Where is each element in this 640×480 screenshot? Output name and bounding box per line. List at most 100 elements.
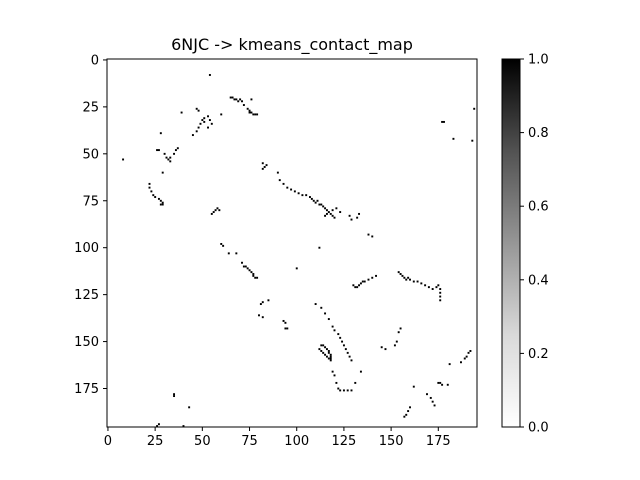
contact-cell	[409, 406, 411, 409]
contact-cell	[248, 111, 251, 114]
contact-cell	[356, 216, 359, 219]
contact-cell	[324, 312, 327, 315]
contact-cell	[397, 331, 400, 334]
contact-cell	[180, 111, 183, 114]
contact-cell	[241, 261, 243, 264]
colorbar-tick-label: 0.8	[528, 126, 549, 141]
contact-cell	[286, 327, 289, 330]
contact-cell	[312, 199, 315, 202]
contact-cell	[324, 207, 327, 210]
contact-cell	[159, 132, 162, 135]
x-tick-label: 125	[331, 434, 356, 449]
contact-cell	[467, 351, 470, 354]
contact-cell	[350, 389, 353, 392]
contact-cell	[348, 355, 351, 358]
contact-cell	[316, 199, 319, 202]
contact-cell	[318, 203, 321, 206]
contact-cell	[154, 196, 157, 198]
contact-cell	[286, 186, 289, 189]
contact-cell	[327, 318, 330, 321]
contact-cell	[342, 389, 345, 392]
contact-cell	[150, 190, 153, 193]
y-tick-label: 150	[74, 335, 99, 350]
contact-cell	[339, 336, 342, 339]
contact-cell	[256, 276, 259, 279]
contact-cell	[250, 98, 253, 101]
contact-cell	[229, 96, 232, 99]
contact-cell	[248, 269, 251, 272]
contact-cell	[203, 120, 206, 123]
contact-cell	[358, 212, 361, 215]
contact-cell	[278, 179, 281, 182]
contact-cell	[159, 203, 162, 206]
contact-cell	[348, 214, 351, 217]
contact-cell	[439, 288, 442, 290]
contact-cell	[409, 278, 411, 281]
contact-cell	[195, 107, 198, 110]
contact-cell	[308, 196, 311, 198]
colorbar-tick-label: 0.0	[528, 421, 549, 436]
contact-cell	[242, 104, 245, 106]
colorbar-ticks: 0.0 0.2 0.4 0.6 0.8 1.0	[520, 53, 549, 436]
contact-cell	[356, 286, 359, 289]
contact-cell	[346, 389, 349, 392]
contact-cell	[471, 139, 474, 142]
contact-cell	[446, 383, 449, 386]
contact-cell	[174, 149, 177, 152]
contact-cell	[371, 235, 374, 238]
contact-cell	[405, 278, 408, 281]
contact-cell	[441, 383, 444, 386]
contact-cell	[433, 404, 436, 407]
contact-cell	[318, 348, 321, 351]
contact-cell	[156, 425, 159, 428]
contact-cell	[197, 126, 200, 129]
y-tick-label: 125	[74, 288, 99, 303]
heatmap-plot-area: 0 25 50 75 100 125 150 175 0 25 50 75 100 125 150 175	[74, 53, 478, 449]
contact-cell	[259, 303, 262, 306]
contact-cell	[363, 280, 366, 283]
y-tick-label: 25	[82, 100, 99, 115]
contact-cell	[329, 357, 332, 360]
x-tick-label: 0	[104, 434, 112, 449]
contact-cell	[157, 149, 160, 152]
contact-cell	[148, 182, 151, 185]
contact-cell	[395, 340, 398, 343]
contact-cell	[252, 274, 255, 277]
contact-cell	[122, 158, 125, 161]
contact-cell	[327, 351, 330, 354]
contact-cell	[267, 299, 270, 302]
contact-cell	[157, 197, 160, 200]
contact-cell	[331, 209, 334, 212]
contact-cell	[420, 282, 423, 285]
contact-cell	[207, 115, 209, 118]
contact-cell	[176, 147, 179, 150]
contact-cell	[148, 186, 151, 189]
contact-cell	[227, 252, 230, 255]
contact-cell	[350, 359, 353, 362]
contact-cell	[254, 276, 257, 279]
contact-cell	[333, 329, 336, 332]
contact-cell	[324, 346, 327, 349]
contact-cell	[216, 207, 219, 210]
contact-cell	[207, 126, 209, 129]
contact-cell	[371, 276, 374, 279]
y-tick-label: 50	[82, 147, 99, 162]
contact-cell	[359, 282, 362, 285]
heatmap-background	[107, 59, 477, 427]
contact-cell	[339, 389, 342, 392]
contact-cell	[214, 209, 217, 212]
contact-cell	[460, 361, 462, 364]
contact-cell	[246, 267, 249, 270]
contact-cell	[320, 350, 323, 352]
contact-cell	[354, 286, 357, 289]
contact-cell	[163, 152, 166, 155]
contact-cell	[188, 406, 191, 409]
contact-cell	[354, 381, 357, 384]
contact-cell	[384, 348, 387, 351]
contact-cell	[325, 209, 328, 212]
contact-cell	[437, 284, 440, 287]
contact-cell	[284, 321, 287, 324]
contact-cell	[210, 212, 213, 215]
contact-cell	[367, 278, 370, 281]
contact-cell	[242, 265, 245, 268]
